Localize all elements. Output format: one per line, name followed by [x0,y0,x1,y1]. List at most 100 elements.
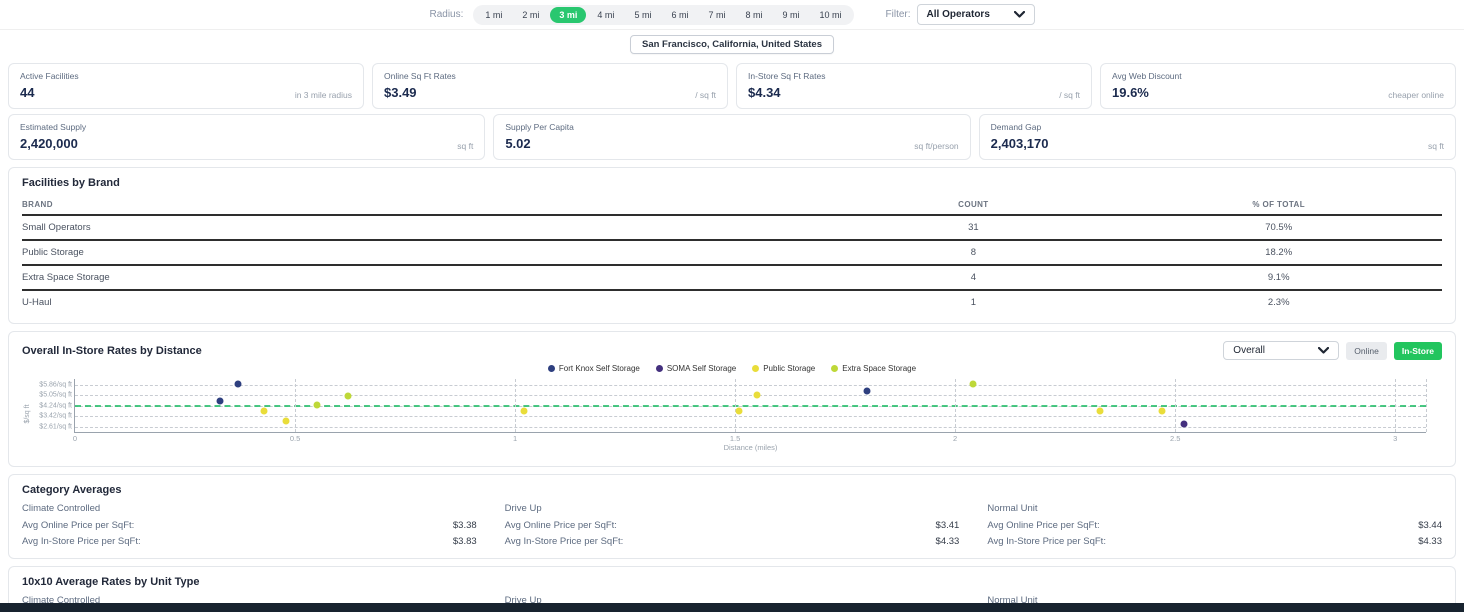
category-row-value: $3.44 [1418,519,1442,531]
y-tick-label: $2.61/sq ft [39,423,72,431]
legend-dot [547,365,555,372]
radius-group: 1 mi 2 mi 3 mi 4 mi 5 mi 6 mi 7 mi 8 mi 9 mi 10 m… [473,4,854,25]
pct-cell: 70.5% [1265,222,1293,233]
operator-filter-select[interactable]: All Operators [916,4,1035,25]
x-tick-label: 1.5 [729,434,741,443]
stat-card-value-row: 19.6% cheaper online [1112,85,1444,100]
x-gridline [295,379,297,432]
location-badge[interactable]: San Francisco, California, United States [629,34,835,54]
radius-option-10mi[interactable]: 10 mi [811,7,851,23]
column-header: % OF TOTAL [1252,200,1305,209]
x-gridline [1175,379,1177,432]
category-row-label: Avg In-Store Price per SqFt: [22,535,141,547]
stat-card-value-row: $3.49 / sq ft [384,85,716,100]
radius-option-9mi[interactable]: 9 mi [774,7,809,23]
table-row: Public Storage 8 18.2% [22,241,1442,266]
brand-cell: Public Storage [22,247,84,258]
y-gridline [75,395,1426,397]
x-gridline [955,379,957,432]
stat-card-unit: in 3 mile radius [294,90,352,100]
average-rate-line [75,404,1426,407]
data-point [216,397,224,405]
radius-option-3mi[interactable]: 3 mi [550,6,587,23]
y-gridline [75,384,1426,386]
operator-filter-value: All Operators [926,9,990,20]
location-row: San Francisco, California, United States [0,30,1464,58]
stat-card-unit: sq ft [457,141,474,151]
data-point [344,392,352,400]
online-toggle-button[interactable]: Online [1346,341,1387,360]
stat-card-label: In-Store Sq Ft Rates [748,71,826,81]
x-gridline [515,379,517,432]
y-gridline [75,416,1426,418]
radius-option-5mi[interactable]: 5 mi [625,7,660,23]
stat-card-label: Online Sq Ft Rates [384,71,456,81]
count-cell: 31 [968,222,979,233]
x-gridline [735,379,737,432]
legend-item: Fort Knox Self Storage [547,364,640,373]
stat-card: Demand Gap 2,403,170 sq ft [978,114,1456,160]
chart-title: Overall In-Store Rates by Distance [22,344,202,357]
pct-cell: 9.1% [1267,272,1290,283]
data-point [260,407,268,415]
category-column: Drive Up Avg Online Price per SqFt: $3.41 A… [505,503,960,549]
stat-cards-row2: Estimated Supply 2,420,000 sq ft Supply Per… [8,114,1456,160]
legend-label: SOMA Self Storage [666,364,737,373]
category-column-header: Normal Unit [987,595,1038,606]
instore-toggle-button[interactable]: In-Store [1393,341,1442,360]
category-averages-title: Category Averages [22,484,122,496]
radius-option-1mi[interactable]: 1 mi [476,7,511,23]
chart-mode-select[interactable]: Overall [1223,341,1340,360]
y-tick-label: $5.05/sq ft [39,391,72,399]
category-row-label: Avg Online Price per SqFt: [504,519,617,531]
stat-card-unit: sq ft/person [914,141,959,151]
stat-card: Supply Per Capita 5.02 sq ft/person [493,114,971,160]
stat-card-unit: / sq ft [1059,90,1080,100]
stat-card-value-row: 2,403,170 sq ft [991,136,1444,151]
x-gridline [1395,379,1397,432]
filter-wrap: Filter: All Operators [886,4,1035,25]
category-row-value: $3.83 [452,535,477,547]
x-tick-label: 0 [72,434,78,443]
data-point [753,391,761,399]
chart-x-axis-label: Distance (miles) [723,443,778,452]
count-cell: 1 [970,297,977,308]
stat-card-value: 19.6% [1112,85,1149,100]
facilities-by-brand-title: Facilities by Brand [22,177,120,189]
pct-cell: 18.2% [1265,247,1293,258]
chart-controls: Overall Online In-Store [1223,341,1442,360]
category-row-value: $3.38 [452,519,477,531]
data-point [1158,407,1166,415]
stat-card-value-row: $4.34 / sq ft [748,85,1080,100]
chart-y-axis-label: $/sq ft [24,404,31,424]
radius-option-6mi[interactable]: 6 mi [662,7,697,23]
radius-option-7mi[interactable]: 7 mi [699,7,734,23]
radius-option-4mi[interactable]: 4 mi [588,7,623,23]
stat-card: Online Sq Ft Rates $3.49 / sq ft [372,63,728,109]
filter-label: Filter: [885,9,911,20]
legend-dot [752,365,760,372]
stat-card-value-row: 2,420,000 sq ft [20,136,473,151]
rates-chart-panel: Overall In-Store Rates by Distance Overa… [8,331,1456,467]
category-row: Avg In-Store Price per SqFt: $3.83 [22,533,477,549]
stat-card: Active Facilities 44 in 3 mile radius [8,63,364,109]
data-point [1096,407,1104,415]
category-column-header: Drive Up [504,503,542,514]
brand-table: BRAND COUNT % OF TOTAL Small Operators 31 70.… [22,195,1442,314]
category-averages-panel: Category Averages Climate Controlled Avg … [8,474,1456,559]
stat-card-label: Demand Gap [990,122,1042,132]
category-row-label: Avg Online Price per SqFt: [987,519,1100,531]
radius-option-8mi[interactable]: 8 mi [736,7,771,23]
data-point [520,407,528,415]
x-tick-label: 2 [953,434,958,443]
y-tick-label: $5.86/sq ft [39,381,72,389]
category-column-header: Normal Unit [987,503,1038,514]
category-row-value: $3.41 [935,519,960,531]
chart-plot: $2.61/sq ft $3.42/sq ft $4.24/sq ft $5.05/s… [39,379,1427,452]
chevron-down-icon [1318,347,1330,354]
stat-card-label: Supply Per Capita [505,122,574,132]
brand-cell: Small Operators [22,222,91,233]
radius-option-2mi[interactable]: 2 mi [513,7,548,23]
rates-10x10-title: 10x10 Average Rates by Unit Type [22,576,200,588]
category-column-header: Climate Controlled [22,503,101,514]
